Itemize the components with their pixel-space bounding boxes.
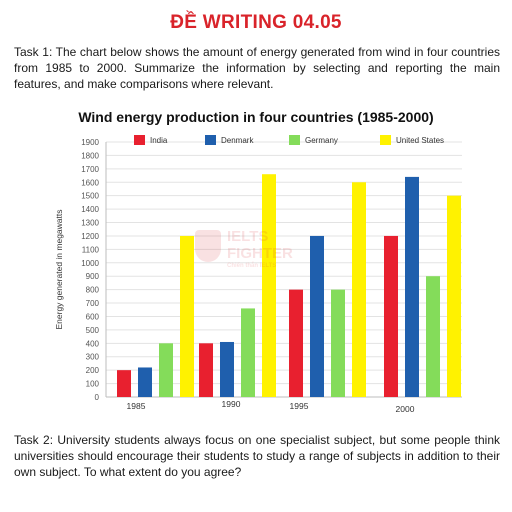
y-tick-label: 400	[86, 339, 100, 348]
y-tick-label: 600	[86, 312, 100, 321]
y-tick-label: 800	[86, 286, 100, 295]
y-tick-label: 1400	[81, 205, 99, 214]
watermark-line-1: IELTS	[227, 228, 269, 245]
legend-label: Denmark	[221, 136, 254, 145]
y-tick-label: 1200	[81, 232, 99, 241]
y-tick-label: 700	[86, 299, 100, 308]
legend-label: United States	[396, 136, 444, 145]
bar-india-2000	[384, 235, 398, 397]
y-axis-label: Energy generated in megawatts	[54, 209, 64, 329]
bar-germany-1985	[159, 343, 173, 397]
legend-swatch	[205, 135, 216, 145]
y-tick-label: 1300	[81, 219, 99, 228]
chart-title: Wind energy production in four countries…	[78, 109, 434, 125]
y-tick-label: 1100	[82, 245, 100, 254]
x-tick-label: 1995	[290, 401, 309, 411]
bar-denmark-2000	[405, 176, 419, 397]
task-2-text: Task 2: University students always focus…	[14, 433, 500, 479]
y-tick-label: 200	[86, 366, 100, 375]
x-tick-label: 1985	[127, 401, 146, 411]
x-tick-label: 2000	[396, 404, 415, 414]
bar-denmark-1995	[310, 235, 324, 397]
task-1-text: Task 1: The chart below shows the amount…	[14, 45, 500, 91]
y-tick-label: 1600	[81, 178, 99, 187]
bar-india-1995	[289, 289, 303, 397]
bar-denmark-1990	[220, 341, 234, 397]
legend-swatch	[134, 135, 145, 145]
y-tick-label: 1000	[81, 259, 99, 268]
y-tick-label: 300	[86, 353, 100, 362]
bar-india-1985	[117, 370, 131, 397]
bar-denmark-1985	[138, 367, 152, 397]
bar-germany-1995	[331, 289, 345, 397]
legend-label: Germany	[305, 136, 338, 145]
bar-united-states-1995	[352, 182, 366, 397]
y-tick-label: 0	[95, 393, 100, 402]
page-title: ĐỀ WRITING 04.05	[170, 12, 342, 33]
shield-icon	[195, 230, 221, 262]
y-tick-label: 900	[86, 272, 100, 281]
x-tick-label: 1990	[222, 399, 241, 409]
watermark-line-3: Chiến thắn IELTS	[227, 263, 277, 269]
y-tick-label: 1700	[81, 165, 99, 174]
watermark-line-2: FIGHTER	[227, 245, 293, 262]
legend-label: India	[150, 136, 168, 145]
y-tick-label: 500	[86, 326, 100, 335]
bar-india-1990	[199, 343, 213, 397]
y-tick-label: 1500	[81, 192, 99, 201]
y-tick-label: 100	[86, 380, 100, 389]
y-tick-label: 1800	[81, 151, 99, 160]
legend-swatch	[289, 135, 300, 145]
legend-swatch	[380, 135, 391, 145]
bar-united-states-1985	[180, 235, 194, 397]
bar-germany-1990	[241, 308, 255, 397]
bar-germany-2000	[426, 276, 440, 397]
bar-united-states-1990	[262, 174, 276, 397]
bar-united-states-2000	[447, 195, 461, 397]
y-tick-label: 1900	[81, 138, 99, 147]
